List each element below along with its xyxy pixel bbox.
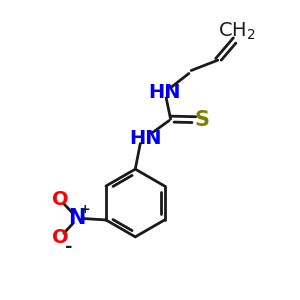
Text: HN: HN	[148, 83, 181, 102]
Text: S: S	[195, 110, 210, 130]
Text: N: N	[68, 208, 85, 229]
Text: O: O	[52, 190, 69, 209]
Text: -: -	[65, 238, 72, 256]
Text: O: O	[52, 228, 69, 247]
Text: CH$_2$: CH$_2$	[218, 21, 256, 42]
Text: HN: HN	[129, 129, 162, 148]
Text: +: +	[80, 203, 90, 216]
